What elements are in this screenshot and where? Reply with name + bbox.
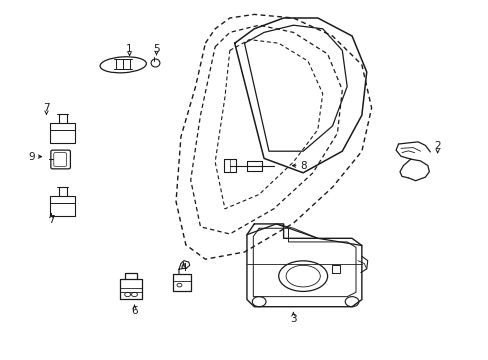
Text: 6: 6 (131, 306, 138, 316)
Text: 7: 7 (48, 215, 55, 225)
Text: 7: 7 (43, 103, 50, 113)
Text: 2: 2 (433, 141, 440, 151)
Text: 3: 3 (289, 314, 296, 324)
Text: 8: 8 (299, 161, 306, 171)
Text: 5: 5 (153, 44, 160, 54)
Text: 9: 9 (28, 152, 35, 162)
Text: 1: 1 (126, 44, 133, 54)
Text: 4: 4 (180, 263, 186, 273)
